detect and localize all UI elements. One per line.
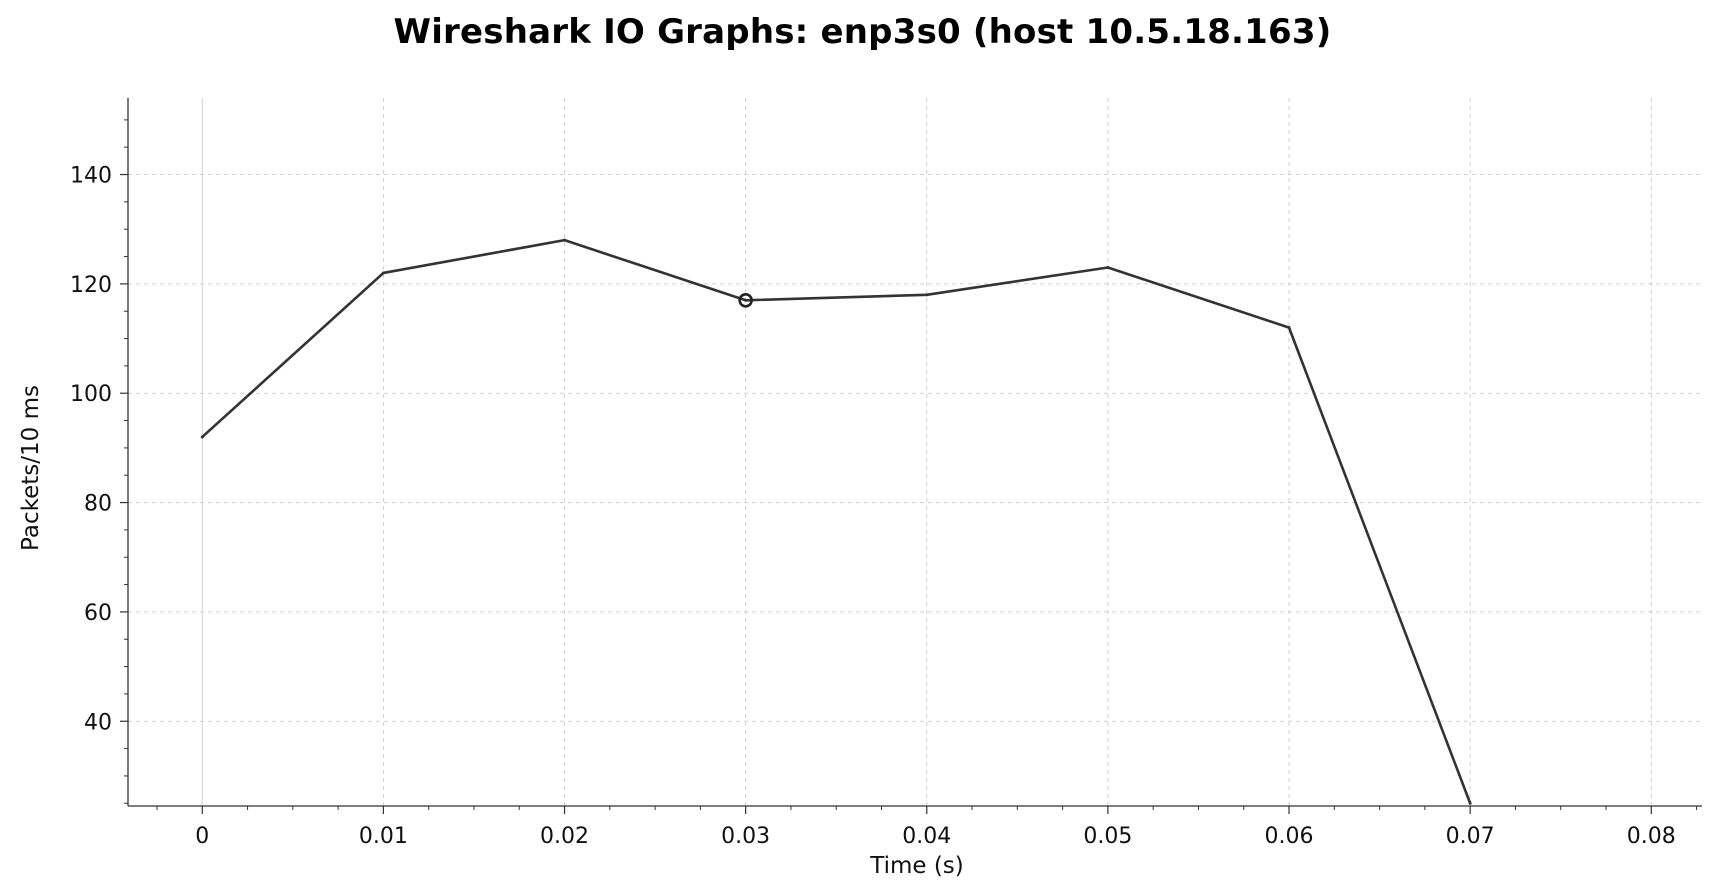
- y-tick-label: 120: [70, 273, 112, 298]
- data-point: [381, 271, 385, 275]
- chart-title: Wireshark IO Graphs: enp3s0 (host 10.5.1…: [393, 12, 1332, 52]
- packets-series-line: [200, 238, 1472, 805]
- x-tick-label: 0: [195, 824, 209, 849]
- data-point: [744, 298, 748, 302]
- axes: [127, 98, 1702, 807]
- highlighted-point-marker: [738, 292, 753, 308]
- data-point: [1287, 326, 1291, 330]
- x-tick-label: 0.08: [1627, 824, 1676, 849]
- x-tick-label: 0.02: [540, 824, 589, 849]
- ticks: 0 0.01 0.02 0.03 0.04 0.05 0.06 0.07 0.08 40 60 80 1…: [70, 119, 1698, 849]
- x-axis-label: Time (s): [869, 853, 964, 879]
- y-axis-label: Packets/10 ms: [18, 385, 44, 551]
- x-tick-label: 0.05: [1083, 824, 1132, 849]
- y-tick-label: 140: [70, 164, 112, 189]
- x-tick-label: 0.03: [721, 824, 770, 849]
- x-tick-label: 0.01: [359, 824, 408, 849]
- series: [200, 238, 1472, 805]
- data-point: [563, 238, 567, 242]
- x-tick-label: 0.06: [1265, 824, 1314, 849]
- grid: [128, 98, 1702, 806]
- y-tick-label: 100: [70, 382, 112, 407]
- y-tick-label: 60: [84, 601, 112, 626]
- y-tick-label: 40: [84, 710, 112, 735]
- data-point: [1106, 265, 1110, 269]
- data-point: [925, 293, 929, 297]
- data-point: [1468, 801, 1472, 805]
- x-tick-label: 0.04: [902, 824, 951, 849]
- x-tick-label: 0.07: [1446, 824, 1495, 849]
- y-tick-label: 80: [84, 492, 112, 517]
- data-point: [200, 435, 204, 439]
